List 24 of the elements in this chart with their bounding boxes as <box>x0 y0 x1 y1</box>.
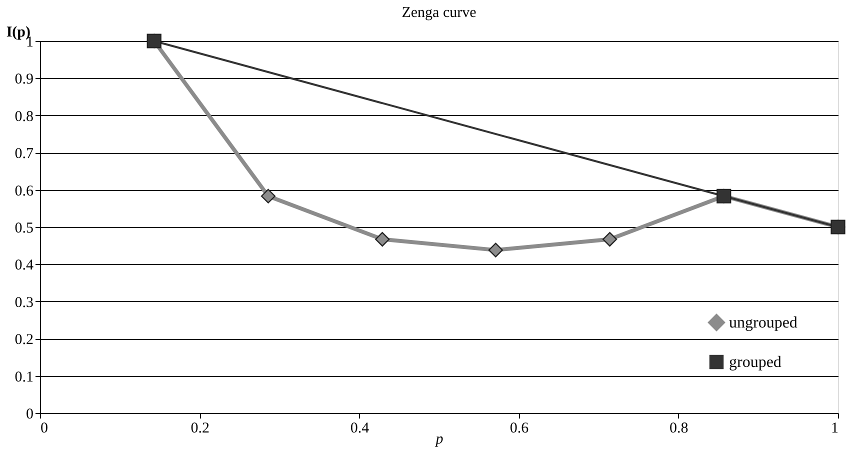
point <box>260 188 276 204</box>
y-tick-label: 0 <box>26 406 34 422</box>
y-tick-label: 0.1 <box>14 369 34 386</box>
x-tick-label: 0.6 <box>510 420 530 436</box>
chart-title: Zenga curve <box>402 5 477 21</box>
x-axis-title: p <box>434 432 444 448</box>
point <box>602 232 618 247</box>
x-tick-label: 0.8 <box>670 420 688 436</box>
point <box>488 242 503 258</box>
y-tick-label: 0.6 <box>14 183 34 200</box>
y-tick-label: 0.9 <box>14 72 34 88</box>
y-tick-label: 0.4 <box>14 258 34 274</box>
y-tick-label: 0.3 <box>14 294 34 311</box>
x-tick-label: 0.4 <box>350 420 370 436</box>
y-tick-label: 0.7 <box>14 146 34 162</box>
y-tick-label: 0.5 <box>14 220 34 236</box>
legend-label: ungrouped <box>729 314 798 332</box>
point <box>375 232 390 247</box>
legend-label: grouped <box>729 354 782 371</box>
y-tick-label: 0.8 <box>14 108 34 125</box>
x-tick-label: 0 <box>40 420 48 436</box>
y-tick-label: 0.2 <box>14 332 34 348</box>
x-tick-label: 1 <box>831 420 838 436</box>
x-tick-label: 0.2 <box>190 420 210 436</box>
